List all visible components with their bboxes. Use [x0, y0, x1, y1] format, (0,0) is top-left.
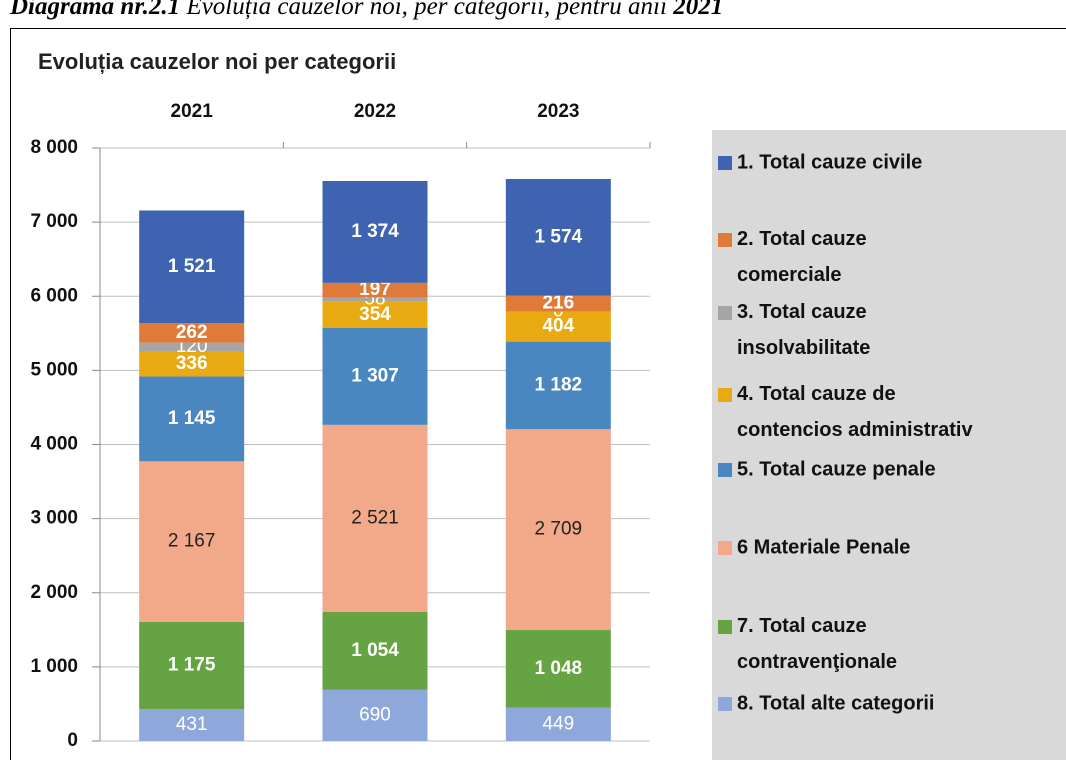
bar-segment [139, 376, 245, 462]
legend-label: 4. Total cauze de contencios administrat… [737, 383, 973, 441]
data-label: 2 709 [535, 519, 583, 540]
bar-segment [505, 429, 611, 631]
data-label: 1 054 [351, 640, 399, 661]
bar-segment [505, 178, 611, 296]
bar-segment [505, 295, 611, 312]
chart-title: Evoluția cauzelor noi per categorii [38, 49, 396, 74]
legend-label: 8. Total alte categorii [737, 692, 934, 714]
legend-label: 6 Materiale Penale [737, 536, 910, 558]
bar-segment [322, 689, 428, 741]
y-tick-label: 4 000 [30, 434, 78, 455]
data-label: 262 [176, 322, 208, 343]
y-tick-label: 0 [67, 730, 78, 751]
legend-box [712, 130, 1066, 760]
bar-segment [505, 707, 611, 741]
legend-label: 7. Total cauze contravenţionale [737, 615, 897, 673]
data-label: 197 [359, 279, 391, 300]
y-tick-label: 7 000 [30, 211, 78, 232]
legend-marker [718, 541, 732, 555]
bar-segment [139, 461, 245, 622]
legend-marker [718, 156, 732, 170]
legend-label: 3. Total cauze insolvabilitate [737, 301, 872, 359]
bar-segment [322, 297, 428, 302]
data-label: 1 175 [168, 655, 216, 676]
y-tick-label: 8 000 [30, 137, 78, 158]
legend-marker [718, 620, 732, 634]
bar-segment [139, 709, 245, 741]
caption-text: Evoluția cauzelor noi, per categorii, pe… [180, 0, 673, 20]
y-tick-label: 2 000 [30, 582, 78, 603]
caption-years: 2021 [672, 0, 723, 20]
data-label: 354 [359, 304, 391, 325]
data-label: 449 [542, 713, 574, 734]
bar-segment [322, 180, 428, 283]
y-tick-label: 1 000 [30, 656, 78, 677]
caption-label: Diagrama nr.2.1 [9, 0, 180, 20]
bar-segment [322, 611, 428, 690]
bar-segment [139, 323, 245, 343]
legend-marker [718, 233, 732, 247]
caption: Diagrama nr.2.1 Evoluția cauzelor noi, p… [9, 0, 723, 20]
data-label: 1 307 [351, 365, 399, 386]
legend-label: 2. Total cauze comerciale [737, 228, 872, 286]
data-label: 2 521 [351, 507, 399, 528]
y-tick-label: 6 000 [30, 285, 78, 306]
data-label: 2 167 [168, 531, 216, 552]
data-label: 216 [542, 293, 574, 314]
bar-segment [139, 210, 245, 324]
data-label: 336 [176, 353, 208, 374]
bar-segment [139, 342, 245, 352]
data-label: 1 521 [168, 256, 216, 277]
data-label: 690 [359, 704, 391, 725]
legend-marker [718, 388, 732, 402]
data-label: 1 182 [535, 374, 583, 395]
legend-marker [718, 463, 732, 477]
data-label: 1 145 [168, 408, 216, 429]
x-tick-label: 2023 [537, 101, 579, 122]
legend-label: 1. Total cauze civile [737, 151, 922, 173]
data-label: 431 [176, 714, 208, 735]
y-tick-label: 5 000 [30, 359, 78, 380]
bar-segment [322, 301, 428, 328]
data-label: 1 574 [535, 226, 583, 247]
x-tick-label: 2021 [171, 101, 214, 122]
bar-segment [322, 282, 428, 298]
data-label: 1 374 [351, 221, 399, 242]
legend-label: 5. Total cauze penale [737, 458, 936, 480]
bar-segment [139, 621, 245, 710]
y-tick-label: 3 000 [30, 508, 78, 529]
bar-segment [505, 311, 611, 342]
bar-segment [505, 341, 611, 430]
data-label: 404 [542, 316, 574, 337]
legend-marker [718, 306, 732, 320]
data-label: 1 048 [535, 658, 583, 679]
legend-marker [718, 697, 732, 711]
bar-segment [322, 424, 428, 612]
bar-segment [505, 630, 611, 708]
bar-segment [139, 351, 245, 377]
x-tick-label: 2022 [354, 101, 396, 122]
bar-segment [322, 327, 428, 425]
